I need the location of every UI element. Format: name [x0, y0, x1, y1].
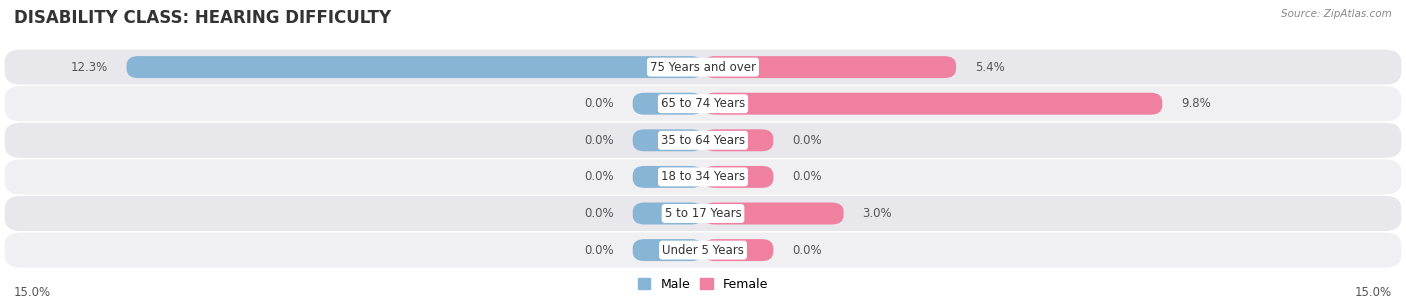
FancyBboxPatch shape	[4, 232, 1402, 268]
FancyBboxPatch shape	[4, 49, 1402, 85]
Text: 15.0%: 15.0%	[1355, 286, 1392, 299]
FancyBboxPatch shape	[127, 56, 703, 78]
Text: 35 to 64 Years: 35 to 64 Years	[661, 134, 745, 147]
Text: 5.4%: 5.4%	[974, 61, 1004, 74]
FancyBboxPatch shape	[633, 93, 703, 115]
Text: 65 to 74 Years: 65 to 74 Years	[661, 97, 745, 110]
FancyBboxPatch shape	[703, 56, 956, 78]
FancyBboxPatch shape	[703, 203, 844, 224]
Text: DISABILITY CLASS: HEARING DIFFICULTY: DISABILITY CLASS: HEARING DIFFICULTY	[14, 9, 391, 27]
FancyBboxPatch shape	[703, 93, 1163, 115]
FancyBboxPatch shape	[633, 203, 703, 224]
Text: 0.0%: 0.0%	[585, 170, 614, 183]
Legend: Male, Female: Male, Female	[633, 273, 773, 296]
Text: 0.0%: 0.0%	[585, 134, 614, 147]
FancyBboxPatch shape	[633, 129, 703, 151]
Text: 15.0%: 15.0%	[14, 286, 51, 299]
Text: 0.0%: 0.0%	[585, 244, 614, 257]
FancyBboxPatch shape	[633, 166, 703, 188]
FancyBboxPatch shape	[4, 123, 1402, 158]
FancyBboxPatch shape	[703, 166, 773, 188]
Text: 0.0%: 0.0%	[585, 207, 614, 220]
Text: 0.0%: 0.0%	[792, 170, 821, 183]
Text: 0.0%: 0.0%	[585, 97, 614, 110]
Text: 0.0%: 0.0%	[792, 244, 821, 257]
FancyBboxPatch shape	[703, 129, 773, 151]
Text: 75 Years and over: 75 Years and over	[650, 61, 756, 74]
FancyBboxPatch shape	[4, 196, 1402, 231]
FancyBboxPatch shape	[4, 159, 1402, 195]
FancyBboxPatch shape	[633, 239, 703, 261]
Text: 9.8%: 9.8%	[1181, 97, 1211, 110]
Text: 3.0%: 3.0%	[862, 207, 891, 220]
Text: 5 to 17 Years: 5 to 17 Years	[665, 207, 741, 220]
Text: Source: ZipAtlas.com: Source: ZipAtlas.com	[1281, 9, 1392, 19]
FancyBboxPatch shape	[4, 86, 1402, 121]
Text: 0.0%: 0.0%	[792, 134, 821, 147]
Text: 12.3%: 12.3%	[70, 61, 108, 74]
FancyBboxPatch shape	[703, 239, 773, 261]
Text: Under 5 Years: Under 5 Years	[662, 244, 744, 257]
Text: 18 to 34 Years: 18 to 34 Years	[661, 170, 745, 183]
